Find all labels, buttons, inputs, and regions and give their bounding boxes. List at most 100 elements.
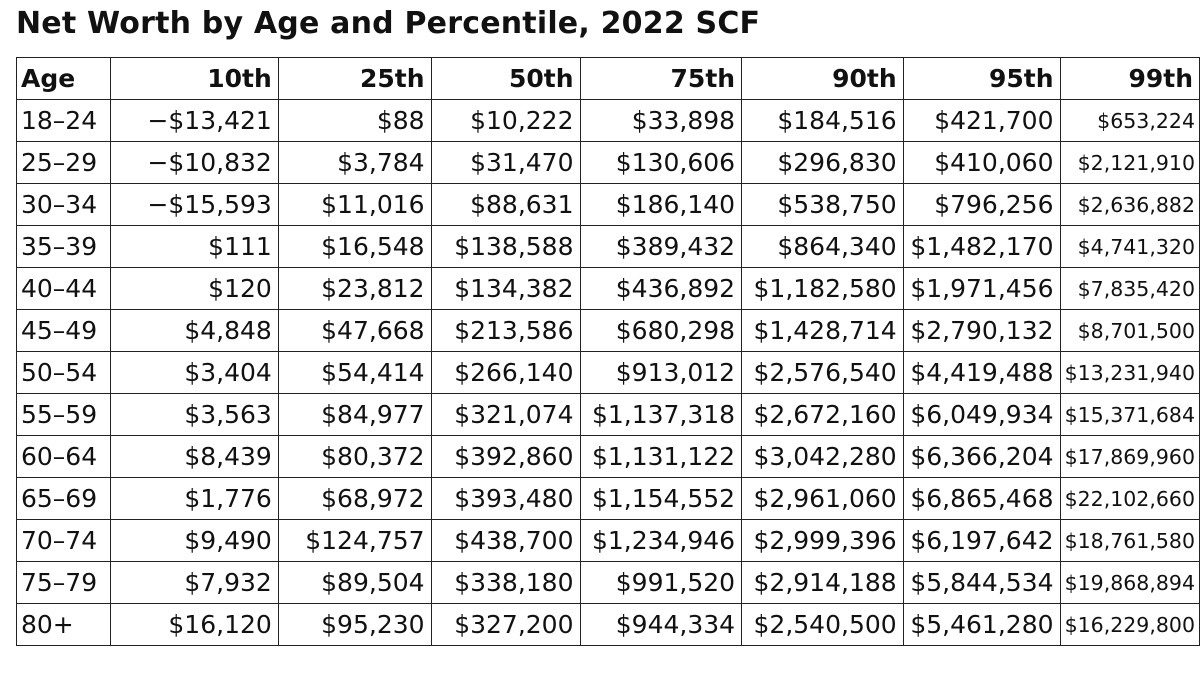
net-worth-cell: $389,432 bbox=[579, 225, 743, 268]
net-worth-cell: $1,234,946 bbox=[579, 519, 743, 562]
net-worth-cell: $184,516 bbox=[741, 99, 904, 142]
net-worth-cell: $15,371,684 bbox=[1059, 393, 1200, 436]
net-worth-cell: $10,222 bbox=[430, 99, 581, 142]
net-worth-cell: −$13,421 bbox=[109, 99, 279, 142]
net-worth-cell: $95,230 bbox=[277, 603, 432, 646]
net-worth-cell: $88,631 bbox=[430, 183, 581, 226]
net-worth-cell: $7,835,420 bbox=[1059, 267, 1200, 310]
net-worth-cell: $213,586 bbox=[430, 309, 581, 352]
net-worth-cell: $5,461,280 bbox=[902, 603, 1061, 646]
net-worth-cell: $2,961,060 bbox=[741, 477, 904, 520]
net-worth-cell: $321,074 bbox=[430, 393, 581, 436]
net-worth-cell: $327,200 bbox=[430, 603, 581, 646]
table-body: 18–24 −$13,421 $88 $10,222 $33,898 $184,516 $4… bbox=[16, 99, 1200, 646]
net-worth-cell: $18,761,580 bbox=[1059, 519, 1200, 562]
column-header-percentile: 50th bbox=[430, 57, 581, 100]
net-worth-cell: $4,419,488 bbox=[902, 351, 1061, 394]
age-cell: 50–54 bbox=[16, 351, 111, 394]
column-header-percentile: 75th bbox=[579, 57, 743, 100]
net-worth-cell: $680,298 bbox=[579, 309, 743, 352]
net-worth-cell: $11,016 bbox=[277, 183, 432, 226]
column-header-percentile: 99th bbox=[1059, 57, 1200, 100]
net-worth-cell: $134,382 bbox=[430, 267, 581, 310]
net-worth-cell: $2,121,910 bbox=[1059, 141, 1200, 184]
net-worth-cell: $338,180 bbox=[430, 561, 581, 604]
column-header-percentile: 25th bbox=[277, 57, 432, 100]
table-row: 35–39 $111 $16,548 $138,588 $389,432 $864,340… bbox=[16, 225, 1200, 268]
net-worth-cell: $138,588 bbox=[430, 225, 581, 268]
net-worth-cell: $80,372 bbox=[277, 435, 432, 478]
table-row: 50–54 $3,404 $54,414 $266,140 $913,012 $2,576… bbox=[16, 351, 1200, 394]
table-row: 65–69 $1,776 $68,972 $393,480 $1,154,552 $2,9… bbox=[16, 477, 1200, 520]
net-worth-cell: $438,700 bbox=[430, 519, 581, 562]
table-row: 80+ $16,120 $95,230 $327,200 $944,334 $2,540,… bbox=[16, 603, 1200, 646]
net-worth-cell: $2,914,188 bbox=[741, 561, 904, 604]
net-worth-cell: $6,049,934 bbox=[902, 393, 1061, 436]
net-worth-cell: $2,540,500 bbox=[741, 603, 904, 646]
table-row: 70–74 $9,490 $124,757 $438,700 $1,234,946 $2,… bbox=[16, 519, 1200, 562]
net-worth-cell: −$10,832 bbox=[109, 141, 279, 184]
net-worth-table: Age 10th 25th 50th 75th 90th 95th 99th 18–24 −$1… bbox=[16, 57, 1200, 646]
net-worth-cell: $266,140 bbox=[430, 351, 581, 394]
net-worth-cell: $16,229,800 bbox=[1059, 603, 1200, 646]
net-worth-cell: $653,224 bbox=[1059, 99, 1200, 142]
net-worth-cell: $796,256 bbox=[902, 183, 1061, 226]
table-row: 18–24 −$13,421 $88 $10,222 $33,898 $184,516 $4… bbox=[16, 99, 1200, 142]
net-worth-cell: $538,750 bbox=[741, 183, 904, 226]
age-cell: 25–29 bbox=[16, 141, 111, 184]
net-worth-cell: $23,812 bbox=[277, 267, 432, 310]
net-worth-cell: $68,972 bbox=[277, 477, 432, 520]
net-worth-cell: $421,700 bbox=[902, 99, 1061, 142]
net-worth-cell: $9,490 bbox=[109, 519, 279, 562]
table-row: 55–59 $3,563 $84,977 $321,074 $1,137,318 $2,6… bbox=[16, 393, 1200, 436]
age-cell: 35–39 bbox=[16, 225, 111, 268]
net-worth-cell: $8,439 bbox=[109, 435, 279, 478]
age-cell: 18–24 bbox=[16, 99, 111, 142]
net-worth-cell: $6,197,642 bbox=[902, 519, 1061, 562]
table-row: 25–29 −$10,832 $3,784 $31,470 $130,606 $296,8… bbox=[16, 141, 1200, 184]
net-worth-cell: $2,999,396 bbox=[741, 519, 904, 562]
net-worth-cell: $111 bbox=[109, 225, 279, 268]
net-worth-cell: $1,137,318 bbox=[579, 393, 743, 436]
net-worth-cell: $1,428,714 bbox=[741, 309, 904, 352]
column-header-percentile: 95th bbox=[902, 57, 1061, 100]
net-worth-cell: $8,701,500 bbox=[1059, 309, 1200, 352]
net-worth-cell: $5,844,534 bbox=[902, 561, 1061, 604]
net-worth-cell: $84,977 bbox=[277, 393, 432, 436]
age-cell: 45–49 bbox=[16, 309, 111, 352]
net-worth-cell: $6,366,204 bbox=[902, 435, 1061, 478]
net-worth-cell: $130,606 bbox=[579, 141, 743, 184]
table-title: Net Worth by Age and Percentile, 2022 SC… bbox=[16, 6, 761, 41]
net-worth-cell: $436,892 bbox=[579, 267, 743, 310]
net-worth-cell: $1,776 bbox=[109, 477, 279, 520]
table-row: 75–79 $7,932 $89,504 $338,180 $991,520 $2,914… bbox=[16, 561, 1200, 604]
net-worth-cell: $3,404 bbox=[109, 351, 279, 394]
net-worth-cell: $2,636,882 bbox=[1059, 183, 1200, 226]
column-header-percentile: 90th bbox=[741, 57, 904, 100]
table-header-row: Age 10th 25th 50th 75th 90th 95th 99th bbox=[16, 57, 1200, 100]
age-cell: 60–64 bbox=[16, 435, 111, 478]
net-worth-cell: $1,154,552 bbox=[579, 477, 743, 520]
net-worth-cell: $13,231,940 bbox=[1059, 351, 1200, 394]
net-worth-cell: $54,414 bbox=[277, 351, 432, 394]
net-worth-cell: $3,042,280 bbox=[741, 435, 904, 478]
net-worth-cell: $3,784 bbox=[277, 141, 432, 184]
net-worth-cell: $1,131,122 bbox=[579, 435, 743, 478]
table-row: 45–49 $4,848 $47,668 $213,586 $680,298 $1,428… bbox=[16, 309, 1200, 352]
net-worth-cell: $16,120 bbox=[109, 603, 279, 646]
net-worth-cell: $33,898 bbox=[579, 99, 743, 142]
net-worth-cell: $2,576,540 bbox=[741, 351, 904, 394]
net-worth-cell: $2,790,132 bbox=[902, 309, 1061, 352]
net-worth-cell: $16,548 bbox=[277, 225, 432, 268]
net-worth-cell: $1,182,580 bbox=[741, 267, 904, 310]
net-worth-cell: $1,482,170 bbox=[902, 225, 1061, 268]
net-worth-cell: $47,668 bbox=[277, 309, 432, 352]
net-worth-cell: $2,672,160 bbox=[741, 393, 904, 436]
net-worth-cell: $186,140 bbox=[579, 183, 743, 226]
age-cell: 40–44 bbox=[16, 267, 111, 310]
net-worth-cell: $991,520 bbox=[579, 561, 743, 604]
age-cell: 80+ bbox=[16, 603, 111, 646]
age-cell: 30–34 bbox=[16, 183, 111, 226]
net-worth-cell: $22,102,660 bbox=[1059, 477, 1200, 520]
net-worth-cell: $6,865,468 bbox=[902, 477, 1061, 520]
